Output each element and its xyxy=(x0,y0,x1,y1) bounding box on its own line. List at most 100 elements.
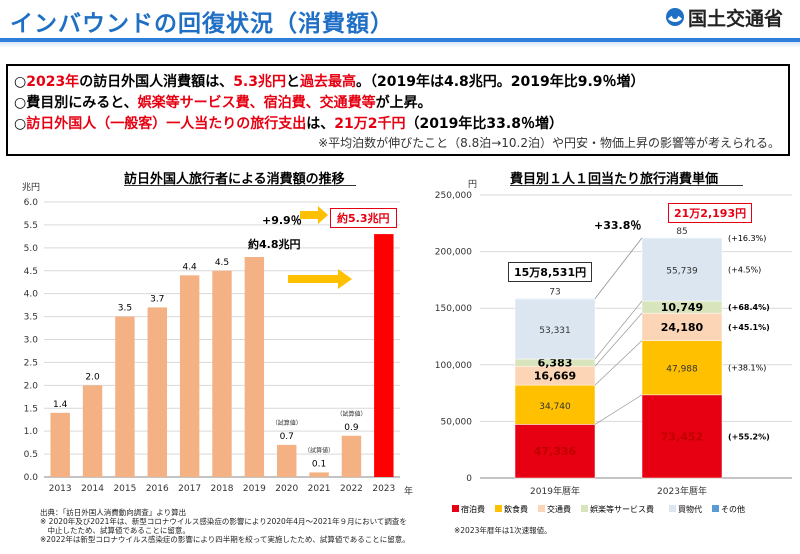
segment-label: 16,669 xyxy=(534,370,576,383)
right-chart-title-underline xyxy=(510,185,743,186)
legend-item: 交通費 xyxy=(538,504,571,515)
y-tick-label: 1.5 xyxy=(24,404,38,414)
x-tick-label: 2013 xyxy=(49,484,72,494)
y-tick-label: 200,000 xyxy=(435,248,472,258)
summary-box: ○2023年の訪日外国人消費額は、5.3兆円と過去最高。（2019年は4.8兆円… xyxy=(6,64,790,156)
legend-label: 買物代 xyxy=(678,505,702,514)
segment-買物代 xyxy=(641,237,723,302)
growth-arrow-icon xyxy=(300,206,328,224)
footnote-right: ※2023年暦年は1次速報値。 xyxy=(454,526,552,535)
y-tick-label: 0.0 xyxy=(24,473,39,483)
y-tick-label: 2.0 xyxy=(24,381,39,391)
tentative-label: （試算値） xyxy=(336,410,366,418)
x-tick-label: 2020 xyxy=(275,484,298,494)
page-title: インバウンドの回復状況（消費額） xyxy=(10,11,394,37)
legend-label: その他 xyxy=(721,505,745,514)
connector-line xyxy=(594,300,643,360)
bar-value-label: 4.5 xyxy=(215,258,229,268)
logo-text: 国土交通省 xyxy=(688,8,784,30)
change-label: (+68.4%) xyxy=(728,303,770,312)
y-tick-label: 150,000 xyxy=(435,304,472,314)
y-tick-label: 4.0 xyxy=(24,290,39,300)
callout-2019: 約4.8兆円 xyxy=(248,238,301,251)
change-label: (+38.1%) xyxy=(728,364,766,373)
bar-value-label: 4.4 xyxy=(182,262,197,272)
left-x-unit: 年 xyxy=(404,487,414,497)
y-tick-label: 0 xyxy=(466,474,472,484)
connector-line xyxy=(594,394,643,425)
segment-label: 73 xyxy=(549,288,560,298)
bar-2022 xyxy=(341,435,362,477)
callout-2023: 約5.3兆円 xyxy=(330,208,397,228)
bar-2015 xyxy=(115,316,135,477)
x-tick-label: 2019 xyxy=(243,484,266,494)
y-tick-label: 6.0 xyxy=(24,198,39,208)
change-label: (+55.2%) xyxy=(728,432,770,441)
right-stacked-chart: 0 50,000 100,000 150,000 200,000 250,000 47,33… xyxy=(435,191,792,497)
bar-value-label: 0.9 xyxy=(344,423,359,433)
header-rule xyxy=(0,38,800,42)
legend-swatch xyxy=(538,505,545,512)
x-tick-label: 2014 xyxy=(81,484,104,494)
x-tick-label: 2021 xyxy=(308,484,331,494)
segment-買物代 xyxy=(514,298,596,360)
y-tick-label: 3.5 xyxy=(24,313,38,323)
bar-value-label: 2.0 xyxy=(85,372,100,382)
change-label: (+4.5%) xyxy=(728,265,761,274)
summary-line-1: ○2023年の訪日外国人消費額は、5.3兆円と過去最高。（2019年は4.8兆円… xyxy=(14,74,645,90)
segment-label: 34,740 xyxy=(539,402,571,412)
x-tick-label: 2023 xyxy=(372,484,395,494)
legend-swatch xyxy=(452,505,459,512)
y-tick-label: 1.0 xyxy=(24,427,39,437)
y-tick-label: 2.5 xyxy=(24,358,38,368)
connector-line xyxy=(594,237,643,299)
segment-宿泊費 xyxy=(514,424,596,479)
legend-swatch xyxy=(669,505,676,512)
y-tick-label: 5.5 xyxy=(24,221,38,231)
bar-2017 xyxy=(179,275,200,477)
legend-item: 飲食費 xyxy=(495,504,528,515)
total-2019: 15万8,531円 xyxy=(508,262,593,282)
left-bar-chart: 0.0 0.5 1.0 1.5 2.0 2.5 3.0 3.5 4.0 4.5 5.0 5.5 6.0 2… xyxy=(24,198,400,494)
x-tick-label: 2018 xyxy=(211,484,234,494)
left-y-unit: 兆円 xyxy=(22,183,41,193)
segment-宿泊費 xyxy=(641,394,723,479)
legend-item: 買物代 xyxy=(669,504,702,515)
segment-label: 47,988 xyxy=(666,365,698,375)
y-tick-label: 3.0 xyxy=(24,336,39,346)
x-tick-label: 2023年暦年 xyxy=(657,485,707,497)
summary-line-3: ○訪日外国人（一般客）一人当たりの旅行支出は、21万2千円（2019年比33.8… xyxy=(14,116,563,132)
footnotes-left: 出典：「訪日外国人消費動向調査」より算出 ※ 2020年及び2021年は、新型コ… xyxy=(40,508,410,544)
right-y-unit: 円 xyxy=(468,180,478,190)
bar-value-label: 3.7 xyxy=(150,294,164,304)
y-tick-label: 0.5 xyxy=(24,450,38,460)
y-tick-label: 100,000 xyxy=(435,361,472,371)
x-tick-label: 2016 xyxy=(146,484,169,494)
footnote-4: ※2022年は新型コロナウイルス感染症の影響により四半期を絞って実施したため、試… xyxy=(40,535,410,544)
change-label: (+16.3%) xyxy=(728,234,766,243)
y-tick-label: 250,000 xyxy=(435,191,472,201)
bar-2019 xyxy=(244,257,265,477)
bar-value-label: 0.7 xyxy=(280,432,294,442)
y-tick-label: 50,000 xyxy=(441,417,473,427)
left-chart-title: 訪日外国人旅行者による消費額の推移 xyxy=(124,172,345,187)
bar-value-label: 1.4 xyxy=(53,400,68,410)
right-legend: 宿泊費 飲食費 交通費 娯楽等サービス費 買物代 その他 xyxy=(452,504,797,516)
mlit-logo-icon xyxy=(666,8,684,26)
segment-label: 6,383 xyxy=(538,357,573,370)
change-label: (+45.1%) xyxy=(728,323,770,332)
x-tick-label: 2017 xyxy=(178,484,201,494)
connector-line xyxy=(594,340,643,386)
bar-2023 xyxy=(374,234,394,477)
x-tick-label: 2015 xyxy=(113,484,136,494)
x-tick-label: 2019年暦年 xyxy=(530,485,580,497)
legend-item: 娯楽等サービス費 xyxy=(581,504,654,515)
y-tick-label: 4.5 xyxy=(24,267,38,277)
bar-2018 xyxy=(212,270,232,477)
left-growth-label: +9.9％ xyxy=(262,214,302,227)
segment-その他 xyxy=(514,298,596,300)
y-tick-label: 5.0 xyxy=(24,244,39,254)
tentative-label: （試算値） xyxy=(304,446,334,454)
legend-item: その他 xyxy=(712,504,745,515)
segment-label: 85 xyxy=(676,227,687,237)
